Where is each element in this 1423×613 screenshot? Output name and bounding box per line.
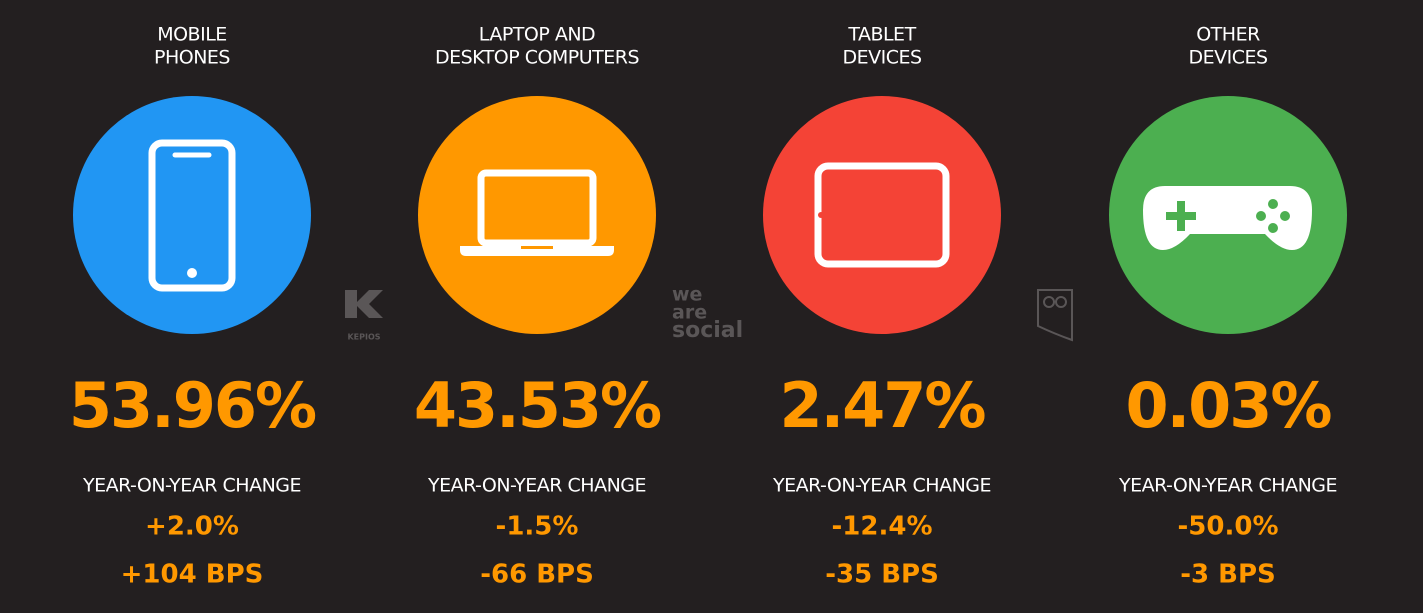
- laptop-icon: [460, 169, 614, 256]
- change-percent: -1.5%: [496, 512, 579, 542]
- change-label: YEAR-ON-YEAR CHANGE: [1118, 475, 1337, 497]
- share-value: 53.96%: [69, 369, 316, 442]
- share-value: 43.53%: [414, 369, 661, 442]
- logo-text: we: [672, 284, 702, 306]
- logo-text: KEPIOS: [347, 333, 380, 342]
- logo-text: are: [672, 302, 707, 324]
- change-label: YEAR-ON-YEAR CHANGE: [772, 475, 991, 497]
- panel-title: LAPTOP AND: [479, 24, 595, 46]
- panel-title: TABLET: [847, 24, 916, 46]
- laptop-circle: [418, 96, 656, 334]
- panel-title: DESKTOP COMPUTERS: [435, 47, 639, 69]
- panel-title: MOBILE: [157, 24, 227, 46]
- panel-title: PHONES: [154, 47, 230, 69]
- change-percent: -12.4%: [832, 512, 933, 542]
- change-label: YEAR-ON-YEAR CHANGE: [82, 475, 301, 497]
- phone-icon: [148, 139, 236, 292]
- change-percent: +2.0%: [145, 512, 239, 542]
- change-label: YEAR-ON-YEAR CHANGE: [427, 475, 646, 497]
- panel-title: DEVICES: [842, 47, 921, 69]
- panel-title: DEVICES: [1188, 47, 1267, 69]
- mobile-circle: [73, 96, 311, 334]
- share-value: 0.03%: [1125, 369, 1331, 442]
- logo-text: social: [672, 318, 743, 343]
- owl-logo: [1037, 289, 1073, 342]
- change-bps: +104 BPS: [121, 560, 264, 590]
- change-bps: -66 BPS: [480, 560, 594, 590]
- gamepad-icon: [1143, 186, 1312, 250]
- kepios-logo: KEPIOS: [345, 290, 383, 342]
- change-bps: -3 BPS: [1180, 560, 1276, 590]
- change-percent: -50.0%: [1178, 512, 1279, 542]
- change-bps: -35 BPS: [825, 560, 939, 590]
- tablet-icon: [814, 162, 950, 268]
- share-value: 2.47%: [779, 369, 985, 442]
- panel-title: OTHER: [1196, 24, 1260, 46]
- tablet-circle: [763, 96, 1001, 334]
